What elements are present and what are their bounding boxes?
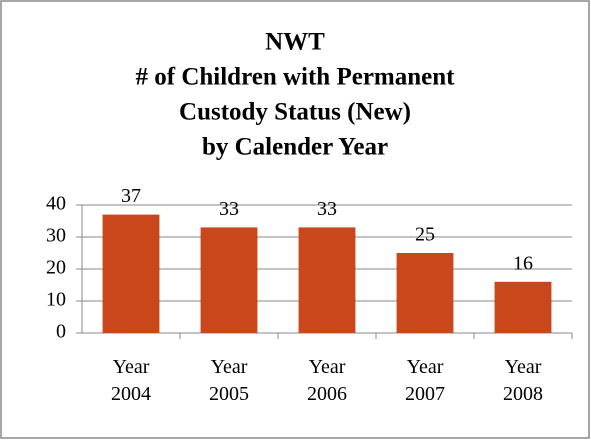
y-tick-label: 40 xyxy=(46,193,66,215)
x-tick-label: Year 2006 xyxy=(307,356,347,405)
bar xyxy=(396,253,454,333)
bar xyxy=(102,214,160,333)
x-tick-label: Year 2005 xyxy=(209,356,249,405)
data-label: 37 xyxy=(121,185,141,207)
chart-title: Custody Status (New) xyxy=(179,99,411,126)
y-tick-label: 10 xyxy=(46,289,66,311)
x-tick-label: Year 2008 xyxy=(503,356,543,405)
chart-title: by Calender Year xyxy=(202,134,388,161)
y-tick-label: 30 xyxy=(46,225,66,247)
bar xyxy=(494,281,552,333)
chart-title: NWT xyxy=(265,29,325,56)
bar xyxy=(298,227,356,333)
y-tick-label: 20 xyxy=(46,257,66,279)
data-label: 33 xyxy=(317,198,337,220)
x-tick-label: Year 2004 xyxy=(111,356,151,405)
data-label: 33 xyxy=(219,198,239,220)
chart-title: # of Children with Permanent xyxy=(136,64,456,91)
x-tick-label: Year 2007 xyxy=(405,356,445,405)
data-label: 16 xyxy=(513,252,533,274)
y-tick-label: 0 xyxy=(56,321,66,343)
bar xyxy=(200,227,258,333)
data-label: 25 xyxy=(415,224,435,246)
